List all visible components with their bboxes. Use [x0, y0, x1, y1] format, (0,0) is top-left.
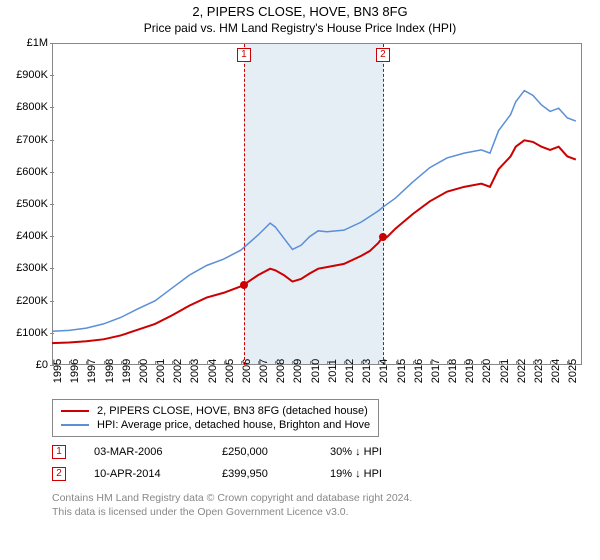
line-series-svg [52, 44, 581, 365]
footer-attribution: Contains HM Land Registry data © Crown c… [52, 491, 582, 519]
x-tick-mark [550, 361, 551, 365]
legend-swatch [61, 410, 89, 412]
legend-area: 2, PIPERS CLOSE, HOVE, BN3 8FG (detached… [52, 399, 582, 481]
x-tick-mark [189, 361, 190, 365]
sale-vline [383, 44, 384, 365]
chart-container: 2, PIPERS CLOSE, HOVE, BN3 8FG Price pai… [0, 0, 600, 560]
legend-swatch [61, 424, 89, 426]
x-tick-mark [413, 361, 414, 365]
series-hpi [52, 91, 576, 332]
x-tick-mark [327, 361, 328, 365]
x-tick-mark [310, 361, 311, 365]
chart-subtitle: Price paid vs. HM Land Registry's House … [0, 21, 600, 35]
sale-marker-box: 1 [237, 48, 251, 62]
x-tick-mark [69, 361, 70, 365]
sale-row-date: 10-APR-2014 [94, 468, 194, 480]
sale-marker-box: 2 [376, 48, 390, 62]
x-tick-mark [104, 361, 105, 365]
chart-area: £0 £100K £200K £300K £400K £500K £600K £700K £80… [8, 43, 582, 393]
y-tick-label: £100K [16, 327, 48, 339]
chart-title: 2, PIPERS CLOSE, HOVE, BN3 8FG [0, 4, 600, 19]
legend-label: 2, PIPERS CLOSE, HOVE, BN3 8FG (detached… [97, 405, 368, 417]
sale-vline [244, 44, 245, 365]
x-tick-mark [516, 361, 517, 365]
sale-row-date: 03-MAR-2006 [94, 446, 194, 458]
legend-item: HPI: Average price, detached house, Brig… [61, 418, 370, 432]
x-tick-mark [207, 361, 208, 365]
footer-line-2: This data is licensed under the Open Gov… [52, 505, 582, 519]
sale-dot [379, 233, 387, 241]
x-tick-mark [155, 361, 156, 365]
x-tick-mark [172, 361, 173, 365]
sale-row-price: £399,950 [222, 468, 302, 480]
sale-row-price: £250,000 [222, 446, 302, 458]
x-tick-mark [224, 361, 225, 365]
x-tick-mark [447, 361, 448, 365]
sales-table: 1 03-MAR-2006 £250,000 30% ↓ HPI 2 10-APR-201… [52, 445, 582, 481]
sale-dot [240, 281, 248, 289]
x-tick-label: 2025 [567, 359, 589, 383]
y-tick-label: £700K [16, 134, 48, 146]
y-tick-label: £400K [16, 230, 48, 242]
y-tick-label: £500K [16, 198, 48, 210]
x-tick-mark [275, 361, 276, 365]
x-tick-mark [464, 361, 465, 365]
x-tick-mark [499, 361, 500, 365]
y-tick-label: £600K [16, 166, 48, 178]
y-tick-label: £300K [16, 262, 48, 274]
x-tick-mark [481, 361, 482, 365]
x-axis: 1995199619971998199920002001200220032004… [52, 365, 582, 393]
x-tick-mark [258, 361, 259, 365]
sale-row-delta: 30% ↓ HPI [330, 446, 382, 458]
title-block: 2, PIPERS CLOSE, HOVE, BN3 8FG Price pai… [0, 0, 600, 37]
x-tick-mark [344, 361, 345, 365]
x-tick-mark [138, 361, 139, 365]
x-tick-mark [52, 361, 53, 365]
x-tick-mark [396, 361, 397, 365]
x-tick-mark [241, 361, 242, 365]
y-tick-label: £900K [16, 69, 48, 81]
x-tick-mark [361, 361, 362, 365]
sale-row-marker: 2 [52, 467, 66, 481]
x-tick-mark [533, 361, 534, 365]
y-tick-label: £200K [16, 295, 48, 307]
x-tick-mark [292, 361, 293, 365]
x-tick-mark [121, 361, 122, 365]
sale-row: 2 10-APR-2014 £399,950 19% ↓ HPI [52, 467, 582, 481]
x-tick-mark [86, 361, 87, 365]
sale-row-marker: 1 [52, 445, 66, 459]
sale-row: 1 03-MAR-2006 £250,000 30% ↓ HPI [52, 445, 582, 459]
legend-label: HPI: Average price, detached house, Brig… [97, 419, 370, 431]
legend-item: 2, PIPERS CLOSE, HOVE, BN3 8FG (detached… [61, 404, 370, 418]
x-tick-mark [567, 361, 568, 365]
plot-area: 12 [52, 43, 582, 365]
footer-line-1: Contains HM Land Registry data © Crown c… [52, 491, 582, 505]
x-tick-mark [430, 361, 431, 365]
sale-row-delta: 19% ↓ HPI [330, 468, 382, 480]
x-tick-mark [378, 361, 379, 365]
y-tick-label: £1M [27, 37, 48, 49]
y-tick-label: £800K [16, 101, 48, 113]
y-axis: £0£100K£200K£300K£400K£500K£600K£700K£80… [8, 43, 52, 365]
y-tick-label: £0 [36, 359, 48, 371]
legend-box: 2, PIPERS CLOSE, HOVE, BN3 8FG (detached… [52, 399, 379, 437]
